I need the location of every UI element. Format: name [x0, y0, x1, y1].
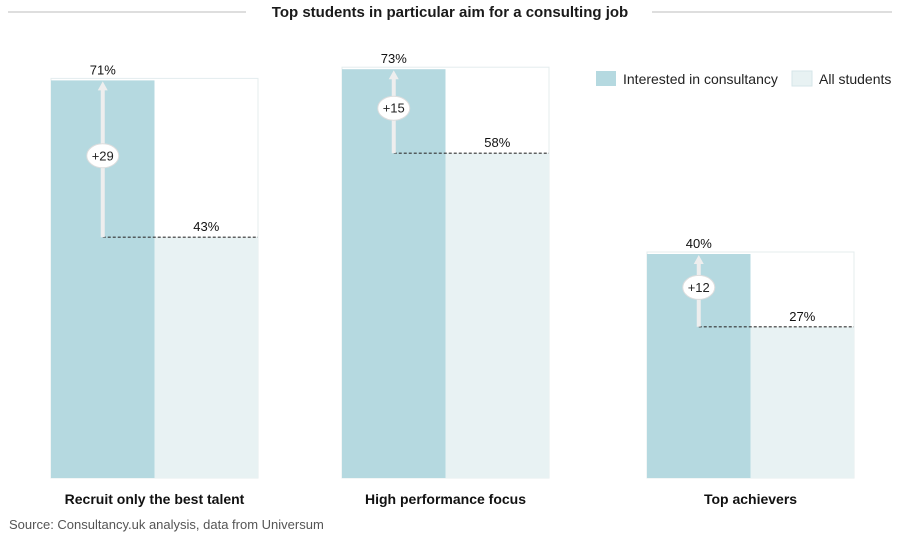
value-label: 43%	[193, 219, 219, 234]
difference-badge	[682, 274, 716, 300]
legend-label-interested: Interested in consultancy	[623, 71, 778, 87]
difference-arrow-head	[97, 81, 108, 91]
category-label: High performance focus	[365, 491, 526, 507]
bar-all-students	[445, 153, 549, 478]
difference-arrow-head	[693, 255, 704, 264]
legend-label-all-students: All students	[819, 71, 891, 87]
value-label: 40%	[686, 236, 712, 251]
category-label: Top achievers	[704, 491, 797, 507]
legend-swatch-all-students	[791, 70, 813, 87]
difference-label: +29	[92, 148, 114, 163]
value-label: 27%	[789, 309, 815, 324]
difference-badge	[86, 143, 120, 169]
legend-swatch-interested	[596, 71, 616, 86]
bar-all-students	[154, 237, 258, 478]
source-note: Source: Consultancy.uk analysis, data fr…	[9, 517, 324, 532]
value-label: 73%	[381, 51, 407, 66]
value-label: 58%	[484, 135, 510, 150]
difference-badge	[377, 95, 411, 121]
difference-label: +15	[383, 101, 405, 116]
difference-arrow-head	[388, 70, 399, 80]
value-label: 71%	[90, 62, 116, 77]
bar-all-students	[750, 326, 854, 478]
chart-title: Top students in particular aim for a con…	[272, 4, 628, 21]
plot-area: 71% 43% +29 Recruit only the best talent 73%…	[50, 51, 855, 507]
difference-label: +12	[688, 280, 710, 295]
category-label: Recruit only the best talent	[65, 491, 245, 507]
legend: Interested in consultancy All students	[596, 70, 891, 87]
